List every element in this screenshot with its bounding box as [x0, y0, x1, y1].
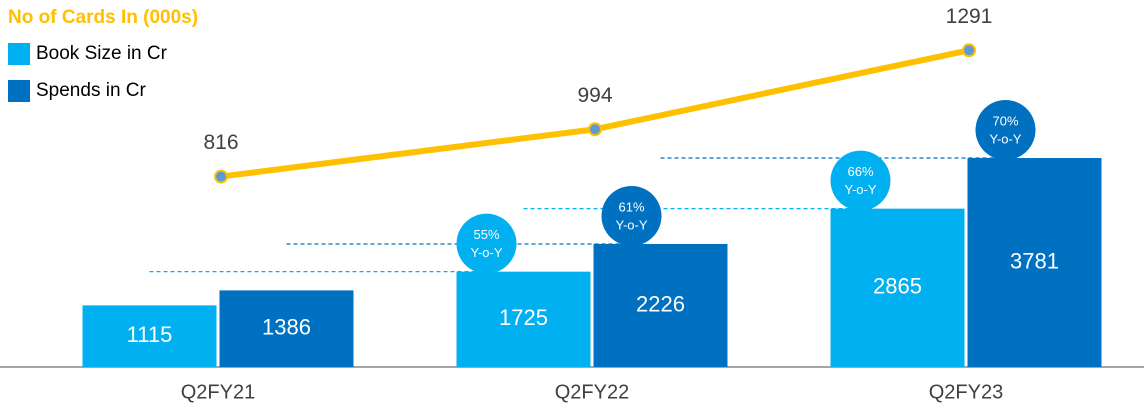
legend-title: No of Cards In (000s) [8, 7, 198, 28]
bar-value-label: 1115 [127, 322, 173, 347]
growth-badge [456, 213, 517, 274]
growth-badge [830, 150, 891, 211]
growth-badge [601, 185, 662, 246]
legend-swatch [8, 43, 30, 65]
growth-label: 55% [473, 227, 499, 242]
line-value-label: 1291 [946, 5, 993, 28]
growth-label: 70% [992, 113, 1018, 128]
growth-note: Y-o-Y [615, 217, 647, 232]
growth-label: 66% [847, 164, 873, 179]
line-marker [588, 122, 602, 137]
bar [593, 243, 728, 367]
growth-label: 61% [618, 199, 644, 214]
x-tick-label: Q2FY23 [929, 381, 1003, 403]
legend-label: Book Size in Cr [36, 43, 168, 64]
x-tick-label: Q2FY22 [555, 381, 629, 403]
legend-label: Spends in Cr [36, 80, 147, 101]
bar-value-label: 2865 [873, 274, 922, 299]
bar [456, 271, 591, 367]
bar-value-label: 3781 [1010, 248, 1059, 273]
bar [830, 208, 965, 367]
growth-note: Y-o-Y [989, 131, 1021, 146]
growth-badge [975, 100, 1036, 161]
bar [82, 305, 217, 367]
bar [967, 158, 1102, 367]
line-marker [214, 169, 228, 184]
bar [219, 290, 354, 367]
line-value-label: 816 [203, 131, 238, 154]
x-tick-label: Q2FY21 [181, 381, 255, 403]
bar-value-label: 1725 [499, 305, 548, 330]
growth-note: Y-o-Y [844, 182, 876, 197]
bar-value-label: 1386 [262, 315, 311, 340]
bar-value-label: 2226 [636, 291, 685, 316]
legend-swatch [8, 80, 30, 102]
line-value-label: 994 [577, 84, 612, 107]
growth-note: Y-o-Y [470, 245, 502, 260]
line-marker [962, 43, 976, 58]
